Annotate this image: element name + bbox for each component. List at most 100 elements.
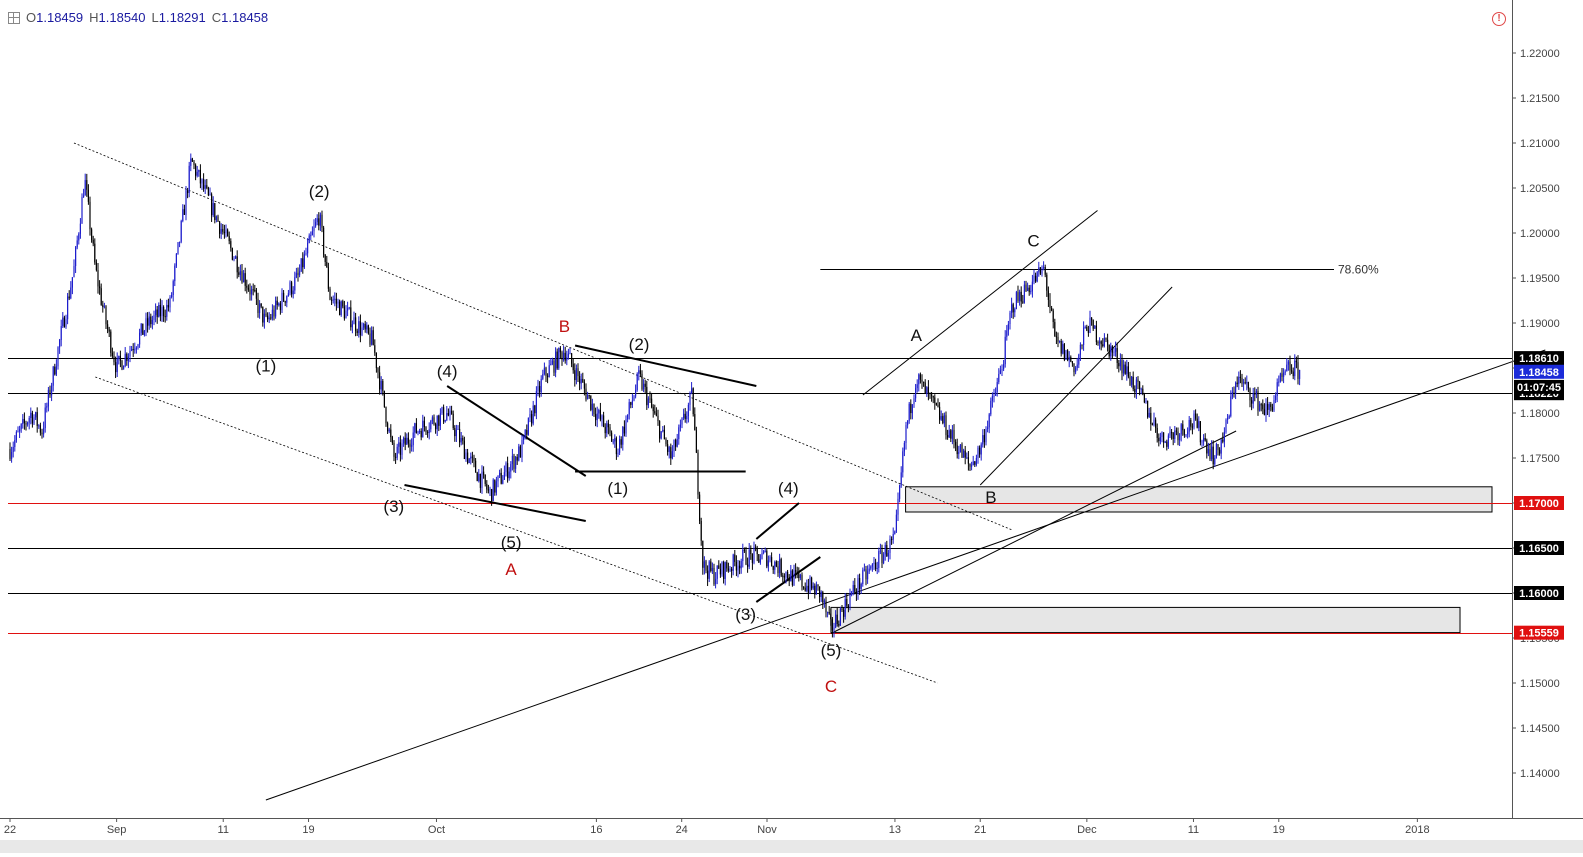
candle-body: [81, 196, 83, 224]
candle-body: [774, 561, 776, 570]
candle-body: [260, 303, 262, 307]
candle-body: [1177, 431, 1179, 441]
candle-body: [307, 243, 309, 254]
alert-icon[interactable]: !: [1492, 12, 1506, 26]
candle-body: [847, 605, 849, 608]
candle-body: [521, 439, 523, 458]
candle-body: [609, 427, 611, 433]
expand-grid-icon[interactable]: [8, 11, 20, 24]
y-tick-label: 1.20500: [1520, 183, 1560, 195]
candle-body: [956, 445, 958, 455]
candle-body: [1119, 360, 1121, 367]
candle-body: [1161, 432, 1163, 438]
x-tick-label: 22: [4, 824, 16, 836]
y-tick-label: 1.21500: [1520, 93, 1560, 105]
candle-body: [564, 352, 566, 361]
candle-body: [836, 614, 838, 625]
candle-body: [1255, 391, 1257, 395]
candle-body: [46, 406, 48, 408]
candle-body: [158, 304, 160, 317]
candle-body: [135, 347, 137, 350]
candle-body: [51, 385, 53, 396]
candle-body: [151, 319, 153, 325]
candle-body: [1110, 346, 1112, 357]
candle-body: [935, 402, 937, 405]
candle-body: [179, 241, 181, 243]
price-badge: [1514, 351, 1564, 366]
candle-body: [1228, 416, 1230, 418]
candle-body: [822, 591, 824, 603]
levels-layer: 78.60%: [8, 263, 1512, 634]
candle-body: [639, 370, 641, 374]
candle-body: [299, 271, 301, 276]
candle-body: [863, 569, 865, 571]
candle-body: [1214, 457, 1216, 465]
candle-body: [871, 564, 873, 567]
candle-body: [327, 267, 329, 289]
candle-body: [1235, 382, 1237, 394]
candle-body: [558, 348, 560, 369]
candle-body: [95, 262, 97, 271]
candle-body: [1004, 336, 1006, 365]
candle-body: [70, 287, 72, 299]
candle-body: [337, 301, 339, 304]
candle-body: [828, 612, 830, 614]
candle-body: [19, 429, 21, 432]
candle-body: [315, 222, 317, 227]
candle-body: [772, 565, 774, 570]
candle-body: [318, 218, 320, 226]
candle-body: [1041, 267, 1043, 274]
wave-label-6: B: [559, 317, 570, 336]
candle-body: [319, 214, 321, 226]
candle-body: [547, 375, 549, 377]
candle-body: [540, 378, 542, 393]
candle-body: [401, 443, 403, 455]
candle-body: [982, 435, 984, 445]
candle-body: [411, 445, 413, 447]
candle-body: [268, 317, 270, 320]
y-tick-label: 1.19500: [1520, 273, 1560, 285]
candle-body: [1158, 437, 1160, 442]
candle-body: [985, 429, 987, 443]
trendline-8: [755, 502, 800, 540]
candle-body: [671, 451, 673, 459]
candle-body: [980, 444, 982, 455]
candle-body: [193, 161, 195, 165]
candle-body: [161, 306, 163, 317]
candle-body: [628, 402, 630, 415]
candle-body: [110, 331, 112, 353]
candle-body: [833, 627, 835, 631]
candle-body: [68, 296, 70, 299]
candle-body: [476, 472, 478, 482]
candle-body: [1227, 417, 1229, 420]
candle-body: [167, 304, 169, 308]
candle-body: [879, 550, 881, 552]
candle-body: [479, 473, 481, 488]
candle-body: [143, 330, 145, 335]
candle-body: [198, 169, 200, 172]
candle-body: [551, 360, 553, 364]
candle-body: [92, 239, 94, 244]
candle-body: [383, 390, 385, 407]
candle-body: [75, 247, 77, 267]
candle-body: [454, 428, 456, 437]
candle-body: [159, 304, 161, 317]
candle-body: [497, 475, 499, 482]
candle-body: [950, 430, 952, 439]
candle-body: [113, 356, 115, 363]
candle-body: [131, 348, 133, 351]
candle-body: [47, 389, 49, 407]
candle-body: [761, 553, 763, 560]
candle-body: [87, 189, 89, 202]
candle-body: [484, 474, 486, 484]
candle-body: [1147, 400, 1149, 417]
candle-body: [1060, 340, 1062, 354]
ohlc-header: O 1.18459 H 1.18540 L 1.18291 C 1.18458: [8, 10, 268, 25]
candle-body: [907, 420, 909, 426]
candle-body: [486, 483, 488, 490]
candle-body: [111, 352, 113, 357]
low-value: 1.18291: [158, 10, 206, 25]
candle-body: [1017, 292, 1019, 301]
candle-body: [463, 440, 465, 460]
